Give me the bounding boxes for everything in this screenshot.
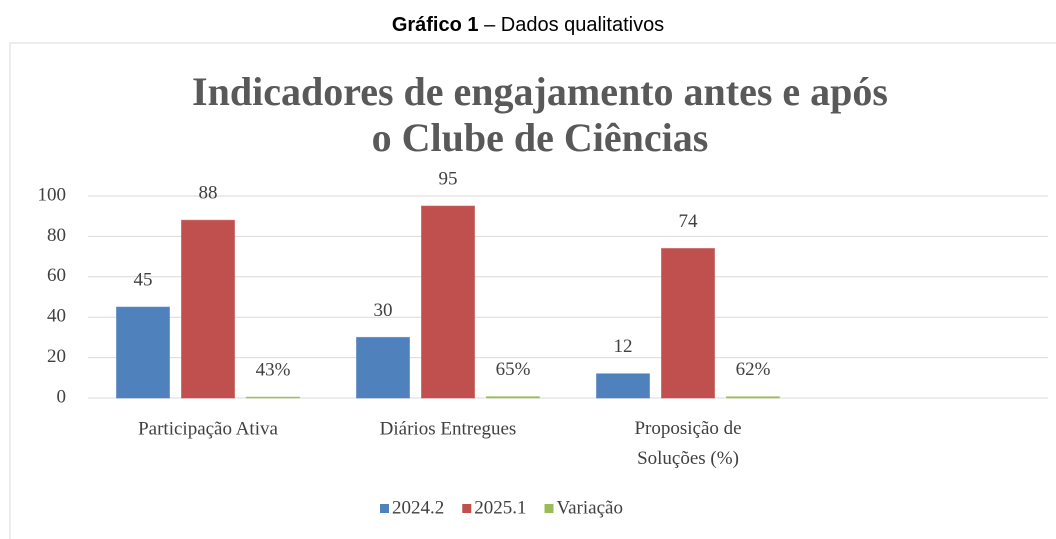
data-label: 30 bbox=[374, 300, 393, 321]
data-label: 88 bbox=[199, 183, 218, 204]
caption-label: Gráfico 1 bbox=[392, 14, 479, 36]
legend-swatch bbox=[462, 504, 472, 513]
bar bbox=[486, 396, 540, 399]
chart-border bbox=[9, 42, 1056, 539]
legend-label: Variação bbox=[557, 497, 623, 518]
bar bbox=[726, 396, 780, 399]
chart-title: Indicadores de engajamento antes e após bbox=[192, 69, 888, 114]
y-tick-label: 0 bbox=[57, 386, 67, 407]
data-label: 12 bbox=[614, 336, 633, 357]
y-tick-label: 20 bbox=[47, 346, 66, 367]
x-tick-label: Participação Ativa bbox=[138, 418, 278, 439]
caption-text: – Dados qualitativos bbox=[484, 14, 664, 36]
y-tick-label: 80 bbox=[47, 225, 66, 246]
legend-swatch bbox=[544, 504, 554, 513]
bar bbox=[421, 205, 475, 399]
data-label: 95 bbox=[439, 168, 458, 189]
y-tick-label: 40 bbox=[47, 306, 66, 327]
chart-title: o Clube de Ciências bbox=[372, 115, 709, 160]
data-label: 74 bbox=[679, 211, 699, 232]
data-label: 65% bbox=[496, 359, 531, 380]
bar bbox=[596, 373, 650, 399]
x-tick-label: Diários Entregues bbox=[380, 418, 517, 439]
y-tick-label: 60 bbox=[47, 265, 66, 286]
bar bbox=[356, 336, 410, 399]
y-tick-label: 100 bbox=[38, 184, 67, 205]
data-label: 62% bbox=[736, 359, 771, 380]
legend-swatch bbox=[380, 504, 389, 513]
data-label: 43% bbox=[256, 359, 291, 380]
legend-label: 2025.1 bbox=[474, 497, 526, 518]
caption: Gráfico 1 – Dados qualitativos bbox=[392, 14, 664, 36]
bar bbox=[661, 248, 715, 399]
bar bbox=[246, 396, 300, 399]
bar bbox=[181, 219, 235, 399]
data-label: 45 bbox=[134, 269, 153, 290]
x-tick-label: Proposição de Soluções (%) bbox=[634, 418, 741, 469]
bar bbox=[116, 306, 170, 399]
legend-label: 2024.2 bbox=[392, 497, 444, 518]
